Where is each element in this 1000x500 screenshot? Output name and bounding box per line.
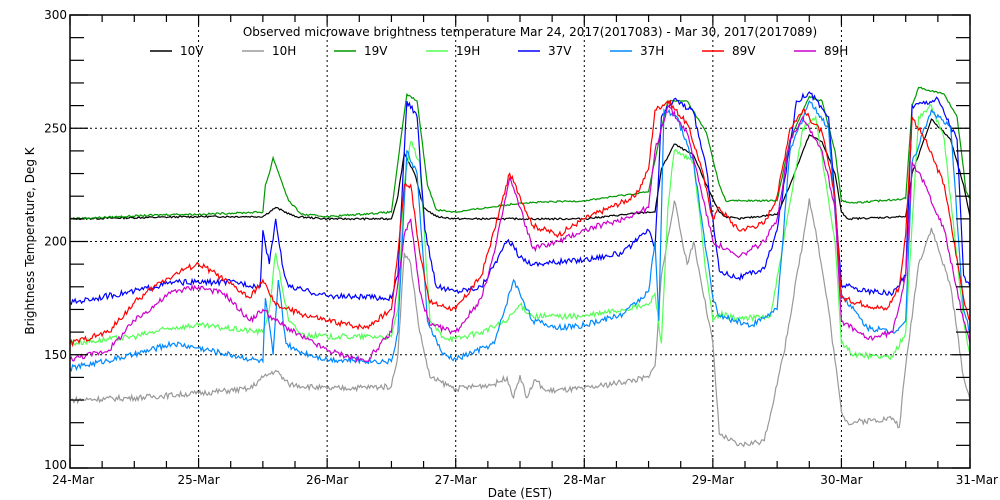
legend-label-10h: 10H [272, 44, 296, 58]
x-tick-label: 24-Mar [52, 473, 94, 487]
y-tick-label: 200 [44, 235, 67, 249]
y-axis-label: Brightness Temperature, Deg K [23, 146, 37, 334]
legend-label-19h: 19H [456, 44, 480, 58]
legend-label-89v: 89V [732, 44, 756, 58]
legend-label-37v: 37V [548, 44, 572, 58]
series-line-10v [69, 118, 971, 221]
series-line-10h [69, 198, 971, 448]
legend: 10V 10H 19V 19H 37V 37H 89V 89H [150, 44, 848, 58]
x-tick-label: 29-Mar [692, 473, 734, 487]
axis-ticks [69, 14, 971, 469]
x-tick-label: 31-Mar [956, 473, 998, 487]
x-tick-label: 27-Mar [435, 473, 477, 487]
series-line-89v [69, 99, 971, 348]
x-tick-label: 26-Mar [306, 473, 348, 487]
tick-labels: 24-Mar 25-Mar 26-Mar 27-Mar 28-Mar 29-Mar 30-M… [44, 8, 998, 487]
y-tick-label: 250 [44, 121, 67, 135]
chart-title: Observed microwave brightness temperatur… [243, 25, 817, 39]
x-tick-label: 28-Mar [563, 473, 605, 487]
x-tick-label: 30-Mar [820, 473, 862, 487]
series-line-89h [69, 104, 971, 363]
y-tick-label: 100 [44, 458, 67, 472]
series-lines [69, 86, 971, 448]
legend-label-10v: 10V [180, 44, 204, 58]
x-axis-label: Date (EST) [488, 486, 552, 500]
legend-label-19v: 19V [364, 44, 388, 58]
series-line-37v [69, 91, 971, 306]
y-tick-label: 150 [44, 348, 67, 362]
legend-label-89h: 89H [824, 44, 848, 58]
x-tick-label: 25-Mar [177, 473, 219, 487]
series-line-37h [69, 99, 971, 373]
series-line-19h [69, 103, 971, 361]
series-line-19v [69, 86, 971, 221]
y-tick-label: 300 [44, 8, 67, 22]
legend-label-37h: 37H [640, 44, 664, 58]
